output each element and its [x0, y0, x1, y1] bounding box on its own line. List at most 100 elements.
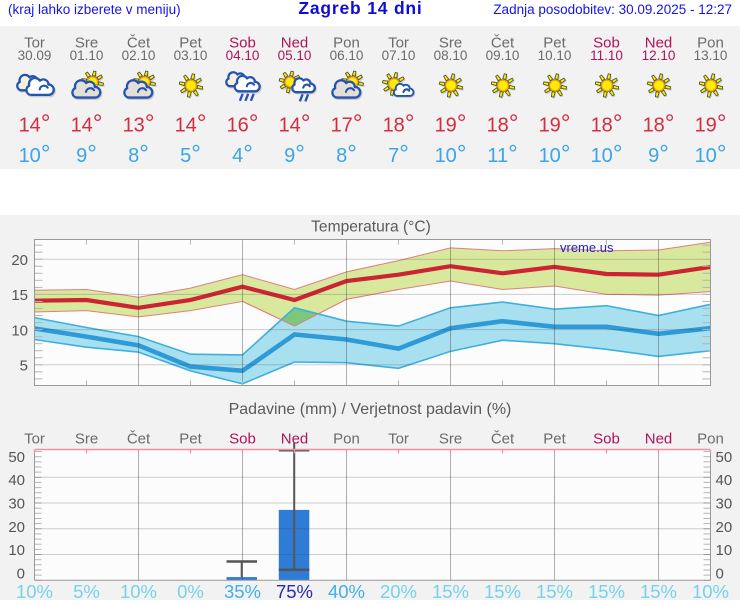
svg-text:10%: 10%	[120, 581, 157, 600]
svg-text:10°: 10°	[19, 140, 51, 167]
svg-text:vreme.us: vreme.us	[560, 240, 614, 255]
svg-text:Tor: Tor	[388, 431, 409, 448]
svg-text:Ned: Ned	[645, 431, 673, 448]
svg-text:8°: 8°	[336, 140, 357, 167]
svg-text:Temperatura (°C): Temperatura (°C)	[311, 219, 431, 236]
svg-text:11°: 11°	[487, 140, 517, 167]
svg-text:16°: 16°	[227, 110, 259, 137]
svg-text:02.10: 02.10	[122, 48, 156, 63]
svg-text:Ned: Ned	[281, 431, 309, 448]
svg-text:75%: 75%	[276, 581, 313, 600]
svg-text:Pet: Pet	[179, 35, 202, 52]
svg-text:14°: 14°	[279, 110, 311, 137]
svg-text:15: 15	[11, 287, 28, 304]
svg-text:15%: 15%	[484, 581, 521, 600]
svg-text:10: 10	[11, 322, 28, 339]
svg-text:01.10: 01.10	[70, 48, 104, 63]
svg-text:Sre: Sre	[439, 35, 462, 52]
svg-text:10%: 10%	[16, 581, 53, 600]
svg-text:40: 40	[8, 472, 25, 489]
svg-text:10%: 10%	[692, 581, 729, 600]
svg-text:14°: 14°	[175, 110, 207, 137]
svg-text:Ned: Ned	[281, 35, 309, 52]
svg-text:20: 20	[716, 519, 733, 536]
svg-text:04.10: 04.10	[226, 48, 260, 63]
svg-text:18°: 18°	[643, 110, 675, 137]
svg-text:15%: 15%	[640, 581, 677, 600]
svg-text:50: 50	[8, 449, 25, 466]
svg-text:50: 50	[716, 449, 733, 466]
svg-text:12.10: 12.10	[642, 48, 676, 63]
svg-text:10°: 10°	[695, 140, 727, 167]
svg-text:18°: 18°	[487, 110, 519, 137]
svg-text:10: 10	[716, 542, 733, 559]
svg-text:05.10: 05.10	[278, 48, 312, 63]
svg-text:Pon: Pon	[333, 431, 360, 448]
svg-text:0: 0	[17, 566, 25, 583]
svg-text:30: 30	[8, 496, 25, 513]
svg-text:5°: 5°	[180, 140, 201, 167]
svg-text:Sre: Sre	[75, 431, 98, 448]
svg-text:10°: 10°	[435, 140, 467, 167]
svg-text:Pon: Pon	[697, 431, 724, 448]
svg-text:15%: 15%	[588, 581, 625, 600]
svg-text:Pon: Pon	[333, 35, 360, 52]
svg-text:18°: 18°	[383, 110, 415, 137]
svg-text:20: 20	[11, 252, 28, 269]
svg-text:Tor: Tor	[24, 431, 45, 448]
svg-text:Pon: Pon	[697, 35, 724, 52]
svg-text:Čet: Čet	[491, 431, 515, 448]
svg-text:15%: 15%	[536, 581, 573, 600]
svg-text:9°: 9°	[648, 140, 669, 167]
svg-text:7°: 7°	[388, 140, 409, 167]
svg-text:Pet: Pet	[179, 431, 202, 448]
svg-text:5%: 5%	[73, 581, 100, 600]
svg-text:10: 10	[8, 542, 25, 559]
svg-text:Sob: Sob	[593, 35, 620, 52]
svg-text:Čet: Čet	[127, 35, 151, 52]
svg-text:Sob: Sob	[229, 431, 256, 448]
svg-text:13.10: 13.10	[694, 48, 728, 63]
svg-text:Tor: Tor	[24, 35, 45, 52]
svg-text:8°: 8°	[128, 140, 149, 167]
svg-text:9°: 9°	[76, 140, 97, 167]
svg-text:Ned: Ned	[645, 35, 673, 52]
svg-text:14°: 14°	[19, 110, 51, 137]
svg-text:10.10: 10.10	[538, 48, 572, 63]
svg-text:Zadnja posodobitev: 30.09.2025: Zadnja posodobitev: 30.09.2025 - 12:27	[493, 2, 732, 17]
svg-text:19°: 19°	[435, 110, 467, 137]
svg-text:10°: 10°	[591, 140, 623, 167]
svg-text:20: 20	[8, 519, 25, 536]
svg-text:13°: 13°	[123, 110, 155, 137]
svg-text:07.10: 07.10	[382, 48, 416, 63]
svg-text:Sob: Sob	[229, 35, 256, 52]
svg-text:4°: 4°	[232, 140, 253, 167]
svg-text:5: 5	[20, 358, 28, 375]
svg-text:Sre: Sre	[439, 431, 462, 448]
svg-text:19°: 19°	[539, 110, 571, 137]
svg-text:09.10: 09.10	[486, 48, 520, 63]
svg-text:Sob: Sob	[593, 431, 620, 448]
svg-text:17°: 17°	[331, 110, 363, 137]
svg-text:14°: 14°	[71, 110, 103, 137]
svg-text:Padavine (mm) / Verjetnost pad: Padavine (mm) / Verjetnost padavin (%)	[229, 401, 512, 418]
svg-text:Zagreb 14 dni: Zagreb 14 dni	[298, 0, 422, 18]
svg-text:40%: 40%	[328, 581, 365, 600]
svg-text:Pet: Pet	[543, 431, 566, 448]
svg-text:10°: 10°	[539, 140, 571, 167]
svg-text:30.09: 30.09	[18, 48, 52, 63]
svg-text:06.10: 06.10	[330, 48, 364, 63]
svg-text:Sre: Sre	[75, 35, 98, 52]
svg-text:11.10: 11.10	[590, 48, 623, 63]
svg-text:Čet: Čet	[127, 431, 151, 448]
svg-text:Tor: Tor	[388, 35, 409, 52]
svg-text:19°: 19°	[695, 110, 727, 137]
svg-text:20%: 20%	[380, 581, 417, 600]
svg-text:30: 30	[716, 496, 733, 513]
svg-text:Čet: Čet	[491, 35, 515, 52]
svg-text:0: 0	[716, 566, 724, 583]
svg-text:18°: 18°	[591, 110, 623, 137]
svg-text:Pet: Pet	[543, 35, 566, 52]
svg-text:15%: 15%	[432, 581, 469, 600]
svg-text:03.10: 03.10	[174, 48, 208, 63]
